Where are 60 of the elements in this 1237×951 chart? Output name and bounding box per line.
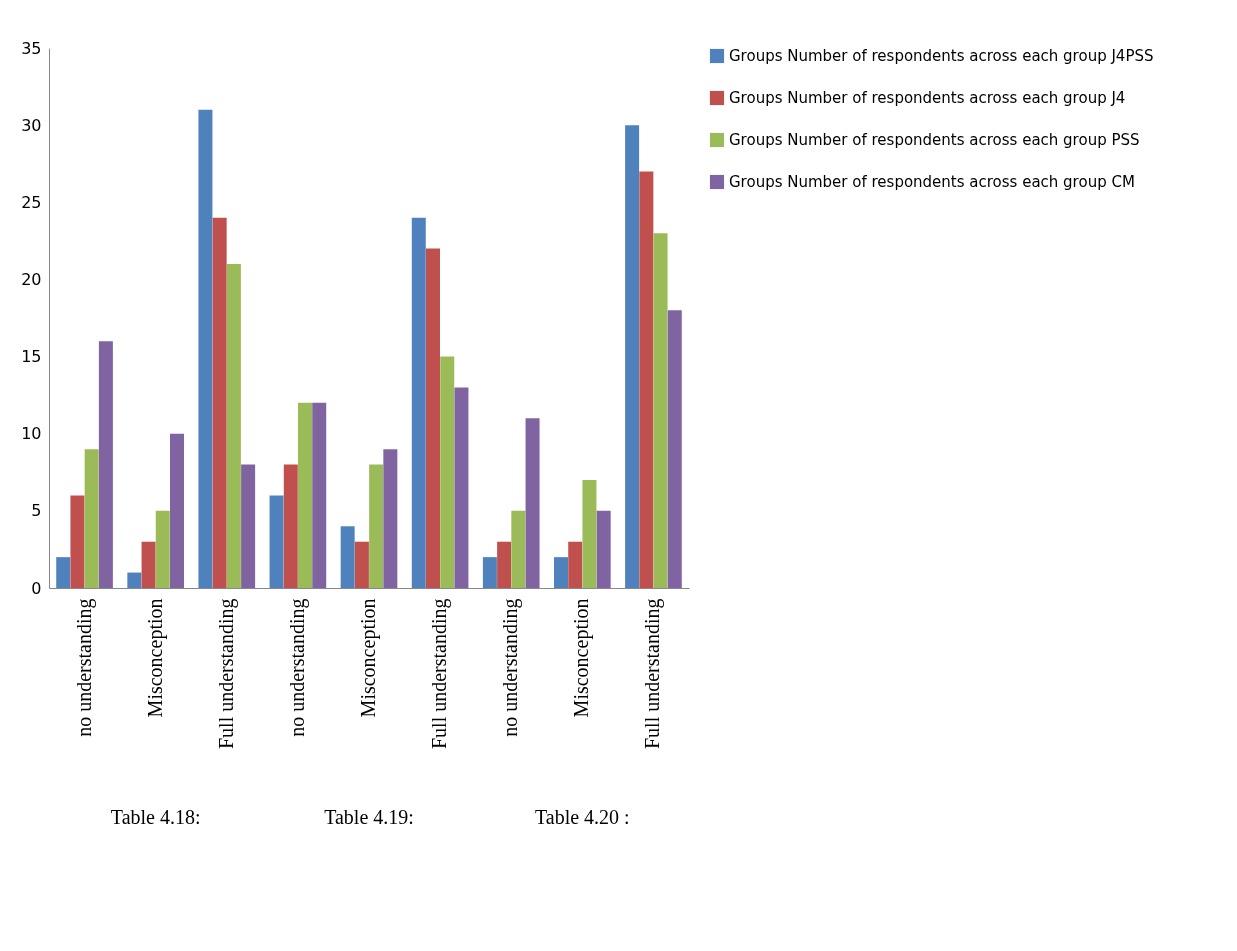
x-tick-label: Misconception bbox=[143, 598, 167, 718]
bar bbox=[525, 418, 540, 588]
caption: Table 4.18: bbox=[110, 806, 201, 828]
bar bbox=[70, 495, 85, 588]
bar bbox=[497, 541, 512, 588]
bar bbox=[653, 233, 668, 588]
bar bbox=[127, 572, 142, 588]
legend-label: Groups Number of respondents across each group CM bbox=[729, 173, 1135, 191]
bar bbox=[440, 356, 455, 588]
y-tick-label: 35 bbox=[21, 38, 42, 58]
bar bbox=[340, 526, 355, 588]
bar bbox=[667, 310, 682, 588]
y-tick-label: 20 bbox=[21, 269, 42, 289]
x-tick-label: no understanding bbox=[72, 598, 96, 737]
y-tick-label: 5 bbox=[31, 501, 42, 521]
y-tick-label: 10 bbox=[21, 424, 42, 444]
bar bbox=[639, 171, 654, 588]
y-tick-label: 25 bbox=[21, 192, 42, 212]
bar bbox=[155, 510, 170, 588]
bar bbox=[298, 402, 312, 588]
x-tick-label: Full understanding bbox=[214, 598, 238, 750]
bar bbox=[369, 464, 384, 588]
bar bbox=[354, 541, 369, 588]
y-tick-label: 15 bbox=[21, 347, 42, 367]
bar bbox=[170, 433, 184, 588]
bar bbox=[426, 248, 440, 588]
y-tick-label: 30 bbox=[21, 115, 42, 135]
bar bbox=[596, 510, 611, 588]
x-tick-label: Misconception bbox=[570, 598, 594, 718]
bar bbox=[141, 541, 156, 588]
bar bbox=[411, 217, 426, 588]
x-tick-label: Full understanding bbox=[428, 598, 452, 750]
bar bbox=[383, 449, 398, 588]
bar bbox=[625, 125, 640, 588]
bar bbox=[56, 557, 71, 588]
bar bbox=[198, 109, 213, 588]
bar bbox=[98, 341, 113, 588]
caption: Table 4.19: bbox=[324, 806, 414, 828]
legend-label: Groups Number of respondents across each group J4PSS bbox=[729, 47, 1154, 65]
y-tick-label: 0 bbox=[31, 578, 42, 598]
bar bbox=[511, 510, 526, 588]
bar bbox=[454, 387, 469, 588]
bar bbox=[312, 402, 327, 588]
bar bbox=[226, 264, 241, 588]
x-tick-label: no understanding bbox=[499, 598, 523, 737]
bar bbox=[582, 480, 597, 588]
bar bbox=[482, 557, 497, 588]
legend-label: Groups Number of respondents across each group PSS bbox=[729, 131, 1140, 149]
x-tick-label: Misconception bbox=[357, 598, 380, 718]
bar bbox=[84, 449, 99, 588]
bar bbox=[269, 495, 284, 588]
bar bbox=[241, 464, 256, 588]
legend-label: Groups Number of respondents across each group J4 bbox=[729, 89, 1126, 107]
bar bbox=[554, 557, 568, 588]
x-tick-label: no understanding bbox=[285, 598, 309, 737]
bar bbox=[283, 464, 298, 588]
bar bbox=[568, 541, 583, 588]
caption: Table 4.20 : bbox=[534, 806, 630, 828]
bar bbox=[212, 217, 227, 588]
x-tick-label: Full understanding bbox=[641, 598, 665, 750]
